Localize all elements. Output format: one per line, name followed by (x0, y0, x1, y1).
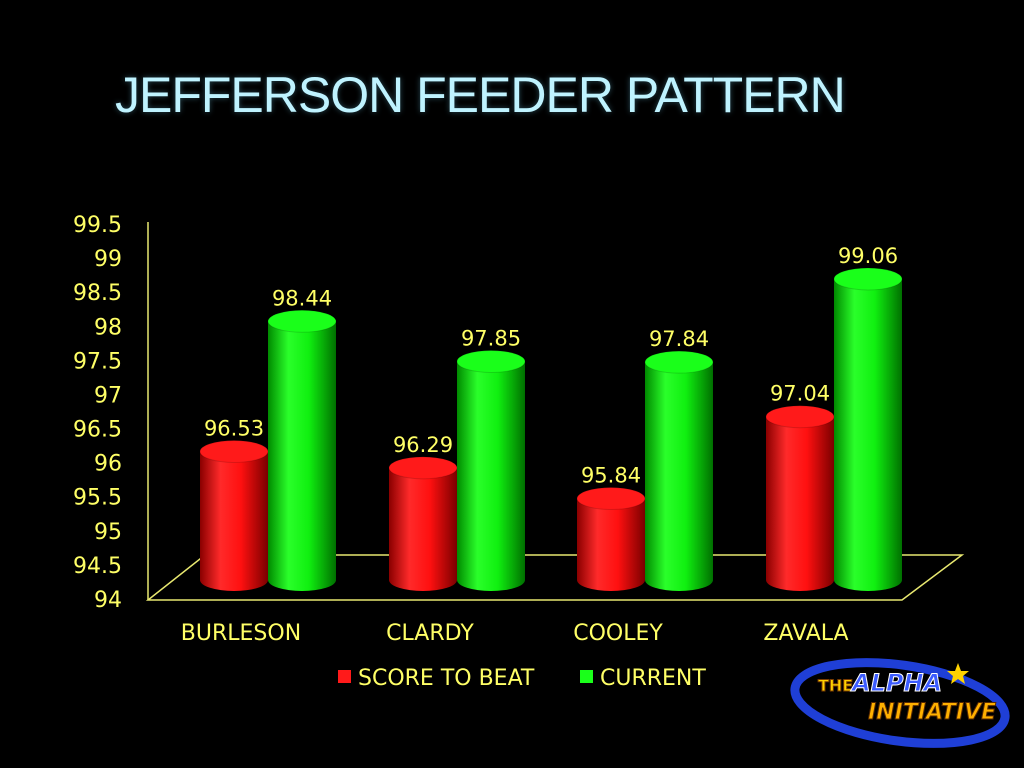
bar-body (577, 498, 645, 591)
bar-body (645, 362, 713, 591)
x-tick-label: COOLEY (573, 621, 663, 646)
legend-swatch (338, 670, 351, 683)
data-label: 96.53 (204, 417, 264, 441)
bar-score-to-beat-burleson (199, 440, 269, 591)
y-tick-label: 94 (94, 588, 122, 613)
bar-body (268, 321, 336, 591)
legend-label: CURRENT (600, 666, 706, 691)
y-tick-label: 94.5 (73, 554, 122, 579)
y-tick-label: 99 (94, 247, 122, 272)
star-icon (947, 663, 969, 684)
y-tick-label: 95 (94, 520, 122, 545)
chart-legend: SCORE TO BEAT CURRENT (338, 666, 706, 691)
bar-current-cooley (644, 350, 714, 591)
bar-current-burleson (267, 309, 337, 591)
y-tick-label: 98 (94, 315, 122, 340)
bar-cap (456, 350, 526, 373)
bar-cap (833, 267, 903, 291)
bar-score-to-beat-zavala (765, 405, 835, 591)
bar-cap (199, 440, 269, 463)
y-tick-label: 97.5 (73, 349, 122, 374)
x-tick-label: BURLESON (181, 621, 301, 646)
legend-swatch (580, 670, 593, 683)
bar-current-zavala (833, 267, 903, 591)
chart-axes: 94 94.5 95 95.5 96 96.5 97 97.5 98 98.5 99 99.5 BURL… (73, 213, 965, 646)
logo-text-the: THE (818, 676, 853, 695)
y-tick-label: 99.5 (73, 213, 122, 238)
y-tick-label: 96.5 (73, 418, 122, 443)
y-tick-label: 95.5 (73, 486, 122, 511)
bar-body (389, 467, 457, 591)
chart-labels: 96.53 96.29 95.84 97.04 98.44 97.85 97.84 99.06 (204, 244, 898, 488)
data-label: 95.84 (581, 464, 641, 488)
data-label: 98.44 (272, 286, 332, 310)
data-label: 97.84 (649, 327, 709, 351)
y-tick-label: 97 (94, 383, 122, 408)
legend-label: SCORE TO BEAT (358, 666, 535, 691)
bar-body (766, 416, 834, 591)
data-label: 97.85 (461, 327, 521, 351)
y-tick-label: 96 (94, 452, 122, 477)
bar-body (834, 279, 902, 591)
bar-cap (267, 309, 337, 333)
x-tick-label: ZAVALA (763, 621, 848, 646)
chart-bars (199, 267, 903, 591)
bar-body (200, 451, 268, 591)
chart-floor (145, 554, 965, 601)
bar-cap (644, 350, 714, 374)
x-tick-label: CLARDY (386, 621, 474, 646)
bar-score-to-beat-cooley (576, 487, 646, 591)
bar-cap (576, 487, 646, 511)
y-tick-label: 98.5 (73, 281, 122, 306)
logo-text-initiative: INITIATIVE (868, 700, 996, 725)
data-label: 99.06 (838, 244, 898, 268)
bar-score-to-beat-clardy (388, 456, 458, 591)
bar-current-clardy (456, 350, 526, 591)
slide-title: JEFFERSON FEEDER PATTERN (115, 67, 846, 123)
bar-body (457, 361, 525, 591)
data-label: 97.04 (770, 382, 830, 406)
alpha-initiative-logo: THE ALPHA INITIATIVE (790, 658, 1010, 748)
logo-text-alpha: ALPHA (850, 669, 942, 697)
data-label: 96.29 (393, 433, 453, 457)
bar-cap (765, 405, 835, 429)
bar-cap (388, 456, 458, 480)
